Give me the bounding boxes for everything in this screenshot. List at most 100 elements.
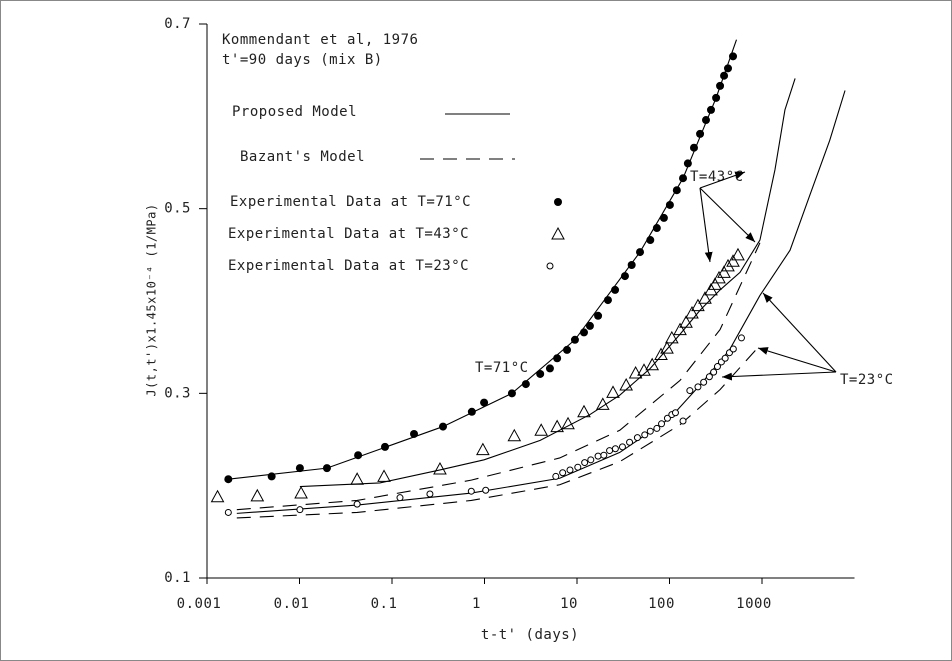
data-point [224, 508, 232, 516]
data-point [641, 431, 649, 439]
data-point [628, 365, 643, 379]
data-point [354, 451, 363, 460]
data-point [410, 429, 419, 438]
arrow [721, 371, 837, 381]
annotation: T=23°C [840, 372, 894, 388]
data-point [654, 347, 668, 361]
chart-title: Kommendant et al, 1976 [222, 32, 418, 48]
x-tick-label: 1 [472, 596, 481, 612]
data-point [708, 277, 722, 290]
data-point [701, 116, 710, 125]
x-tick-label: 10 [560, 596, 578, 612]
legend-label: Proposed Model [232, 104, 357, 120]
data-point [550, 419, 564, 433]
data-point [686, 387, 694, 395]
data-point [574, 463, 582, 471]
arrow [757, 347, 837, 373]
data-point [689, 143, 698, 152]
y-tick-label: 0.3 [164, 385, 191, 401]
data-point [296, 506, 304, 514]
y-tick-label: 0.7 [164, 16, 191, 32]
data-point [672, 186, 681, 195]
data-point [707, 105, 716, 114]
data-point [726, 254, 740, 267]
data-point [737, 334, 745, 342]
data-point [396, 494, 404, 502]
data-point [224, 475, 233, 484]
data-point [561, 416, 575, 430]
data-point [521, 380, 530, 389]
data-point [731, 247, 745, 261]
data-point [600, 451, 608, 459]
x-tick-label: 1000 [736, 596, 772, 612]
data-point [698, 291, 712, 304]
chart-subtitle: t'=90 days (mix B) [222, 52, 383, 68]
data-point [646, 236, 655, 245]
data-point [594, 311, 603, 320]
data-point [645, 357, 660, 371]
data-point [545, 364, 554, 373]
data-point [664, 330, 679, 344]
data-point [611, 445, 619, 453]
data-point [611, 285, 620, 294]
model-curve [236, 242, 761, 511]
data-point [665, 200, 674, 209]
arrow [699, 187, 713, 263]
data-point [606, 447, 614, 455]
x-axis-label: t-t' (days) [481, 627, 579, 643]
data-point [566, 466, 574, 474]
data-point [480, 398, 489, 407]
data-point [658, 420, 666, 428]
arrow [699, 171, 746, 189]
annotation: T=71°C [475, 360, 529, 376]
data-point [705, 373, 713, 381]
legend-label: Experimental Data at T=23°C [228, 258, 469, 274]
data-point [618, 443, 626, 451]
data-point [380, 442, 389, 451]
data-point [646, 427, 654, 435]
data-point [717, 265, 731, 278]
data-point [581, 459, 589, 467]
data-point [570, 335, 579, 344]
legend-label: Experimental Data at T=71°C [230, 194, 471, 210]
data-point [663, 414, 671, 422]
data-point [694, 383, 702, 391]
data-point [322, 464, 331, 473]
data-point [585, 321, 594, 330]
data-point [700, 378, 708, 386]
data-point [636, 248, 645, 257]
x-tick-label: 100 [648, 596, 675, 612]
data-point [679, 417, 687, 425]
data-point [250, 488, 265, 502]
y-axis-label: J(t,t')x1.45x10⁻⁴ (1/MPa) [145, 203, 159, 396]
data-point [712, 93, 721, 102]
data-point [710, 368, 718, 376]
data-point [587, 456, 595, 464]
data-point [683, 159, 692, 168]
legend-label: Experimental Data at T=43°C [228, 226, 469, 242]
data-point [729, 52, 738, 61]
data-point [426, 490, 434, 498]
data-point [606, 385, 620, 398]
data-point [626, 438, 634, 446]
data-point [467, 407, 476, 416]
data-point [553, 354, 562, 363]
data-point [627, 260, 636, 269]
data-point [482, 486, 490, 494]
data-point [579, 328, 588, 337]
data-point [603, 296, 612, 305]
data-point [653, 424, 661, 432]
data-point [721, 258, 735, 272]
data-point [353, 500, 361, 508]
legend-swatch [546, 262, 554, 270]
data-point [691, 298, 705, 312]
data-point [729, 345, 737, 353]
data-point [633, 434, 641, 442]
data-point [716, 81, 725, 90]
data-point [620, 272, 629, 281]
legend-swatch [554, 198, 562, 206]
data-point [563, 345, 572, 354]
legend-swatch [551, 226, 565, 240]
